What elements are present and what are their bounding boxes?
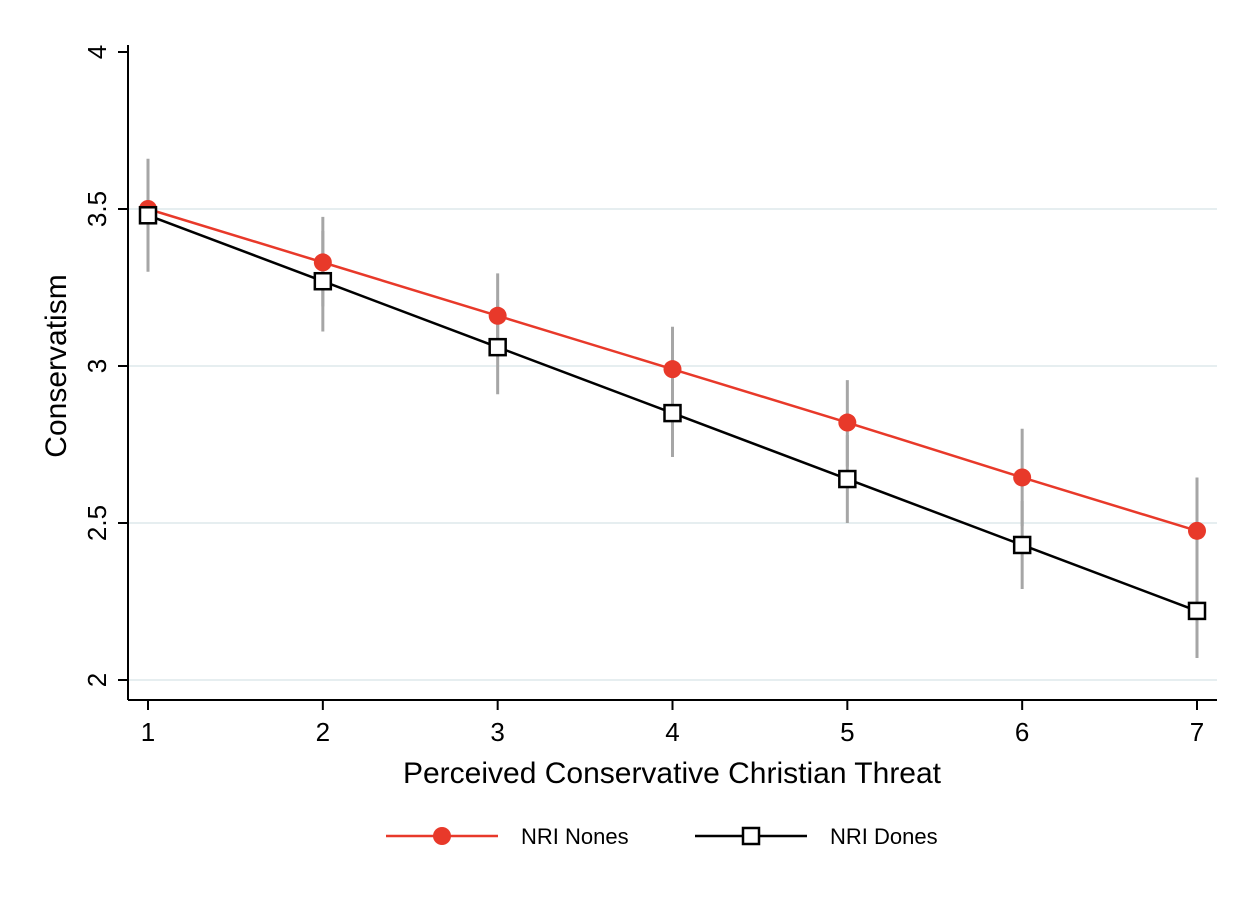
data-point [1013,468,1031,486]
x-tick-label: 5 [840,717,854,747]
y-tick-label: 3.5 [82,191,112,227]
x-tick-label: 2 [316,717,330,747]
data-point [664,360,682,378]
legend-marker [433,827,451,845]
legend-marker [743,828,759,844]
data-point [1189,603,1205,619]
y-tick-label: 2.5 [82,505,112,541]
x-axis-title: Perceived Conservative Christian Threat [403,757,942,790]
data-point [489,307,507,325]
x-tick-label: 4 [665,717,679,747]
legend-label: NRI Dones [830,824,938,849]
x-tick-label: 7 [1190,717,1204,747]
data-point [838,414,856,432]
data-point [1014,537,1030,553]
x-tick-label: 6 [1015,717,1029,747]
data-point [314,253,332,271]
y-axis-title: Conservatism [40,274,73,457]
y-tick-label: 3 [82,359,112,373]
x-tick-label: 3 [490,717,504,747]
x-tick-label: 1 [141,717,155,747]
data-point [490,339,506,355]
data-point [140,207,156,223]
y-tick-label: 4 [82,45,112,59]
data-point [665,405,681,421]
y-tick-label: 2 [82,673,112,687]
data-point [1188,522,1206,540]
data-point [839,471,855,487]
data-point [315,273,331,289]
legend-label: NRI Nones [521,824,629,849]
